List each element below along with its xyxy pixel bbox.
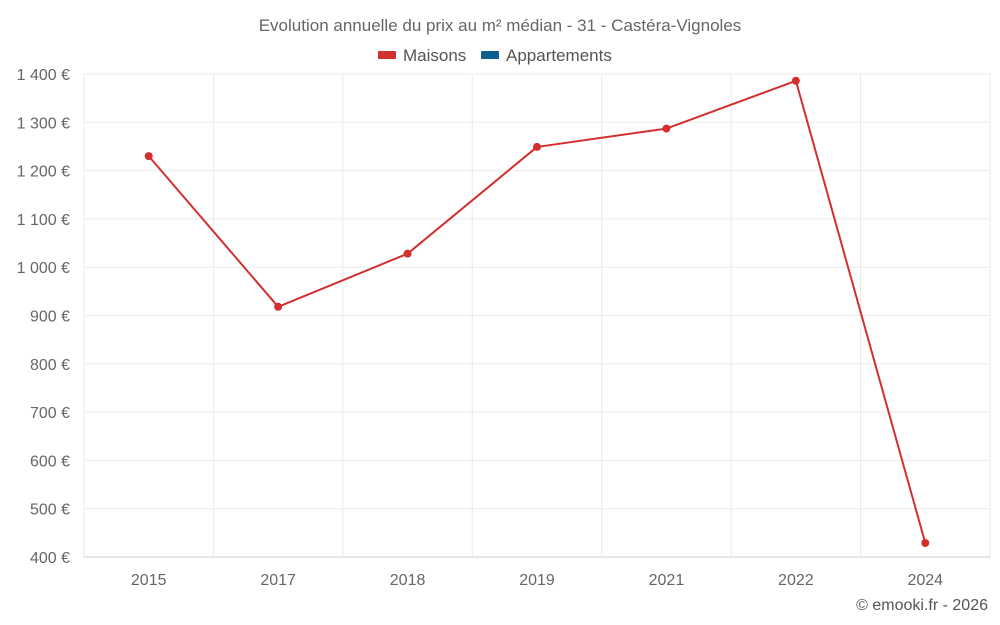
y-tick-label: 1 100 € [17, 212, 70, 229]
x-axis-tick-labels: 2015 2017 2018 2019 2021 2022 2024 [131, 572, 943, 589]
chart-title: Evolution annuelle du prix au m² médian … [259, 16, 742, 35]
data-point[interactable] [662, 124, 671, 133]
y-tick-label: 700 € [30, 405, 70, 422]
legend-swatch-maisons [378, 51, 396, 59]
credit-text: © emooki.fr - 2026 [856, 597, 988, 614]
x-tick-label: 2022 [778, 572, 814, 589]
data-point[interactable] [921, 538, 930, 547]
y-axis-tick-labels: 400 € 500 € 600 € 700 € 800 € 900 € 1 000 € 1 1… [17, 67, 70, 567]
legend-item-appartements[interactable]: Appartements [481, 46, 612, 65]
legend-swatch-appartements [481, 51, 499, 59]
legend-item-maisons[interactable]: Maisons [378, 46, 466, 65]
y-tick-label: 800 € [30, 357, 70, 374]
y-tick-label: 1 200 € [17, 164, 70, 181]
y-tick-label: 1 300 € [17, 115, 70, 132]
legend-label-maisons: Maisons [403, 46, 466, 65]
data-point[interactable] [403, 249, 412, 258]
x-tick-label: 2017 [260, 572, 296, 589]
data-point[interactable] [533, 142, 541, 151]
series-maisons [144, 76, 930, 547]
y-tick-label: 900 € [30, 309, 70, 326]
x-tick-label: 2021 [649, 572, 685, 589]
legend-label-appartements: Appartements [506, 46, 612, 65]
data-point[interactable] [274, 302, 283, 311]
y-tick-label: 400 € [30, 550, 70, 567]
legend: Maisons Appartements [378, 46, 612, 65]
data-point[interactable] [144, 152, 153, 161]
data-point[interactable] [791, 76, 800, 85]
y-tick-label: 1 400 € [17, 67, 70, 84]
x-tick-label: 2024 [907, 572, 943, 589]
y-tick-label: 500 € [30, 502, 70, 519]
y-tick-label: 600 € [30, 453, 70, 470]
y-tick-label: 1 000 € [17, 260, 70, 277]
x-tick-label: 2018 [390, 572, 426, 589]
y-gridlines [84, 73, 990, 510]
x-tick-label: 2019 [519, 572, 555, 589]
x-tick-label: 2015 [131, 572, 167, 589]
